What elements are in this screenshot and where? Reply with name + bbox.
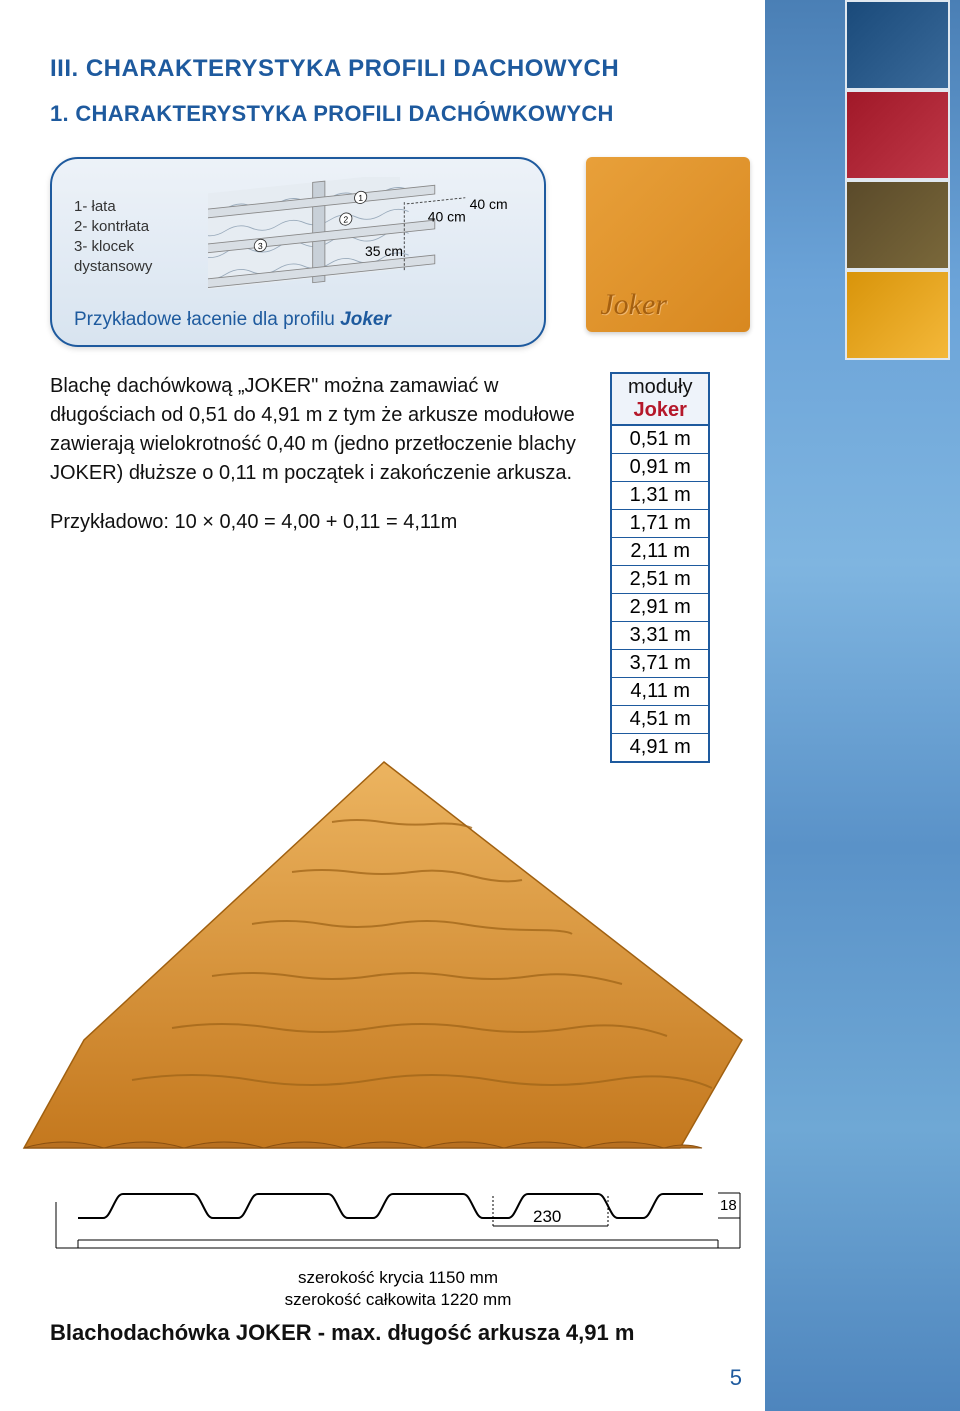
- legend-item-1: 1- łata: [74, 197, 198, 217]
- page: III. CHARAKTERYSTYKA PROFILI DACHOWYCH 1…: [0, 0, 960, 1411]
- total-width-label: szerokość całkowita 1220 mm: [48, 1289, 748, 1311]
- thumbnail-brown: [845, 180, 950, 270]
- modules-table: moduły Joker 0,51 m 0,91 m 1,31 m 1,71 m…: [610, 372, 710, 763]
- table-header-top: moduły: [628, 376, 692, 399]
- table-row: 2,91 m: [611, 594, 709, 622]
- dim-module2: 40 cm: [470, 196, 508, 212]
- legend-item-3: 3- klocek dystansowy: [74, 237, 198, 278]
- table-row: 3,31 m: [611, 622, 709, 650]
- material-sample: Joker: [586, 157, 750, 332]
- battens-legend: 1- łata 2- kontrłata 3- klocek dystansow…: [74, 197, 198, 278]
- modules-table-header: moduły Joker: [611, 373, 709, 425]
- battens-diagram-box: 1- łata 2- kontrłata 3- klocek dystansow…: [50, 157, 546, 347]
- body-para-1: Blachę dachówkową „JOKER" można zamawiać…: [50, 372, 580, 488]
- profile-rib-width: 230: [533, 1207, 561, 1226]
- cover-width-label: szerokość krycia 1150 mm: [48, 1267, 748, 1289]
- subsection-title: 1. CHARAKTERYSTYKA PROFILI DACHÓWKOWYCH: [50, 101, 750, 127]
- dim-module1: 40 cm: [428, 208, 466, 224]
- section-title: III. CHARAKTERYSTYKA PROFILI DACHOWYCH: [50, 55, 750, 83]
- profile-labels: szerokość krycia 1150 mm szerokość całko…: [48, 1267, 748, 1311]
- table-row: 3,71 m: [611, 650, 709, 678]
- caption-profile-name: Joker: [340, 309, 391, 330]
- table-row: 2,11 m: [611, 538, 709, 566]
- roof-render: [12, 760, 757, 1180]
- svg-text:3: 3: [258, 241, 263, 251]
- dim-spacing: 35 cm: [365, 243, 403, 259]
- thumbnail-orange: [845, 270, 950, 360]
- thumbnail-blue: [845, 0, 950, 90]
- table-row: 0,91 m: [611, 454, 709, 482]
- profile-drawing: 230 18 szerokość krycia 1150 mm szerokoś…: [48, 1190, 748, 1311]
- svg-text:2: 2: [344, 214, 349, 224]
- thumbnail-red: [845, 90, 950, 180]
- bottom-note: Blachodachówka JOKER - max. długość arku…: [50, 1320, 634, 1346]
- table-row: 1,71 m: [611, 510, 709, 538]
- sample-label: Joker: [600, 288, 667, 322]
- svg-text:1: 1: [359, 193, 364, 203]
- battens-svg: 1 2 3 35 cm 40 cm 40 cm: [208, 177, 522, 297]
- table-row: 2,51 m: [611, 566, 709, 594]
- text-and-table: Blachę dachówkową „JOKER" można zamawiać…: [50, 372, 750, 763]
- page-number: 5: [730, 1365, 742, 1391]
- body-text: Blachę dachówkową „JOKER" można zamawiać…: [50, 372, 580, 763]
- table-row: 0,51 m: [611, 425, 709, 454]
- caption-prefix: Przykładowe łacenie dla profilu: [74, 309, 340, 330]
- battens-caption: Przykładowe łacenie dla profilu Joker: [74, 309, 522, 331]
- diagram-row: 1- łata 2- kontrłata 3- klocek dystansow…: [50, 157, 750, 347]
- profile-height: 18: [720, 1197, 737, 1214]
- body-para-2: Przykładowo: 10 × 0,40 = 4,00 + 0,11 = 4…: [50, 508, 580, 537]
- legend-item-2: 2- kontrłata: [74, 217, 198, 237]
- table-row: 1,31 m: [611, 482, 709, 510]
- table-row: 4,11 m: [611, 678, 709, 706]
- modules-table-body: 0,51 m 0,91 m 1,31 m 1,71 m 2,11 m 2,51 …: [611, 425, 709, 762]
- table-header-name: Joker: [634, 399, 687, 421]
- content-area: III. CHARAKTERYSTYKA PROFILI DACHOWYCH 1…: [50, 55, 750, 763]
- thumbnail-strip: [845, 0, 950, 360]
- table-row: 4,91 m: [611, 734, 709, 763]
- table-row: 4,51 m: [611, 706, 709, 734]
- decorative-side-stripe: [765, 0, 960, 1411]
